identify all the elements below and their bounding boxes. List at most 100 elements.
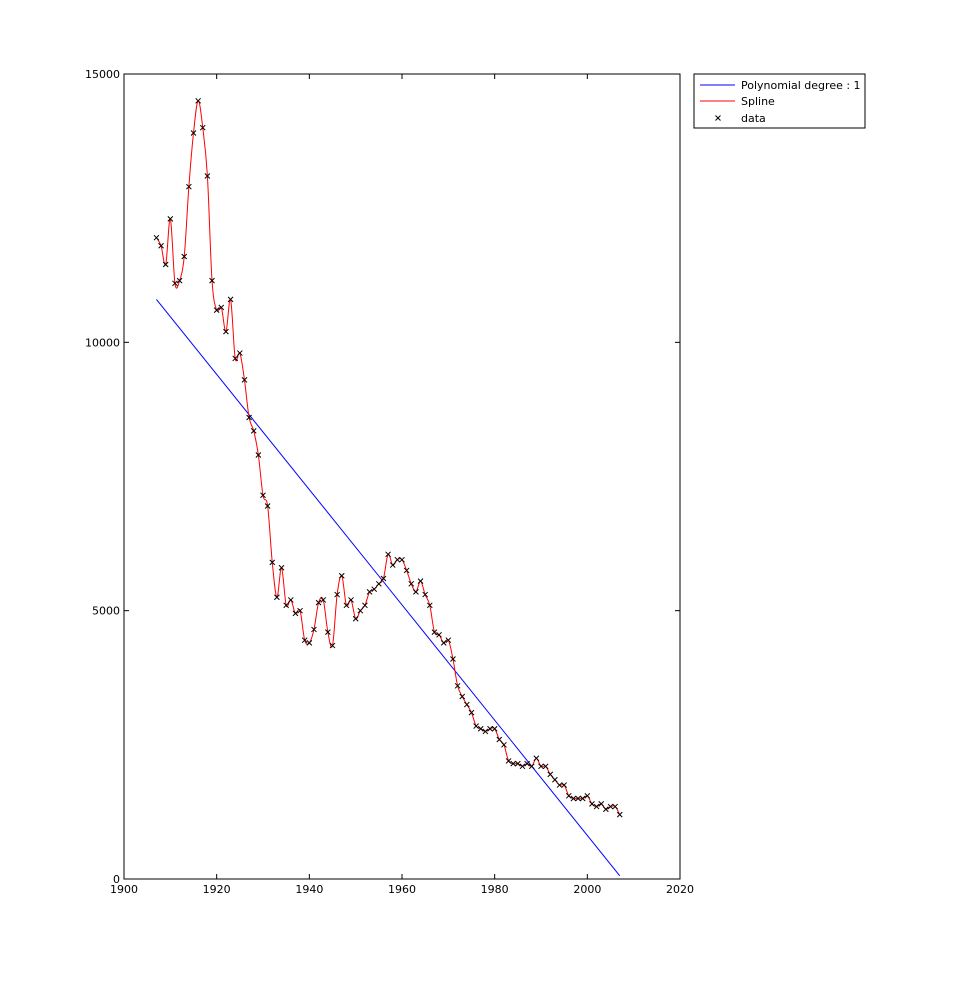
data-point [579, 795, 586, 802]
data-point [570, 795, 577, 802]
data-point [172, 280, 178, 287]
data-point [315, 599, 322, 606]
data-point [320, 597, 327, 603]
data-point [241, 377, 248, 383]
data-point [491, 725, 498, 732]
data-point [556, 782, 563, 788]
data-point [584, 792, 591, 799]
data-point [250, 428, 257, 434]
data-point [357, 607, 364, 614]
data-point [375, 580, 382, 587]
data-point [593, 803, 600, 810]
data-point [269, 559, 276, 566]
data-point [440, 640, 447, 646]
data-point [394, 556, 401, 563]
data-point [274, 594, 280, 601]
data-point [362, 602, 368, 609]
x-tick-label: 1900 [110, 883, 138, 896]
data-point [348, 597, 354, 603]
data-point [510, 760, 517, 767]
data-point [311, 626, 317, 633]
data-point [603, 806, 609, 813]
data-point [301, 637, 308, 644]
data-point [431, 629, 438, 635]
data-point [334, 591, 340, 598]
data-point [505, 758, 512, 764]
data-point [477, 725, 484, 732]
axis-tick-labels: 1900 1920 1940 1960 1980 2000 2020 0 5000 10000 15… [85, 68, 694, 896]
data-point [501, 741, 507, 748]
data-point [260, 492, 266, 499]
x-tick-label: 2020 [666, 883, 694, 896]
plot-frame [123, 73, 681, 880]
data-point [223, 328, 229, 335]
data-point [292, 610, 299, 617]
data-point [227, 296, 234, 303]
x-tick-label: 1920 [203, 883, 231, 896]
data-point [186, 183, 192, 190]
data-point [514, 760, 521, 767]
data-point [195, 97, 201, 104]
data-point [162, 261, 169, 268]
series-data-markers [153, 97, 623, 818]
data-point [413, 589, 419, 595]
data-point [232, 355, 239, 362]
data-point [204, 173, 211, 179]
data-point [167, 216, 174, 222]
y-tick-label: 15000 [85, 68, 120, 81]
axis-ticks [123, 73, 681, 880]
data-point [389, 562, 396, 568]
data-point [209, 277, 215, 284]
data-point [464, 701, 470, 708]
x-tick-label: 1980 [481, 883, 509, 896]
data-point [459, 693, 466, 700]
data-point [190, 130, 197, 136]
data-point [468, 709, 475, 716]
legend-label-data: data [741, 112, 766, 125]
data-point [450, 656, 456, 662]
data-point [176, 277, 183, 284]
data-point [329, 642, 336, 649]
legend-label-fit: Polynomial degree : 1 [741, 79, 861, 92]
data-point [607, 803, 614, 810]
data-point [306, 640, 313, 646]
series-polynomial-fit-line [156, 299, 621, 877]
data-point [565, 792, 572, 799]
data-point [181, 253, 188, 260]
data-point [278, 564, 285, 571]
data-point [612, 803, 618, 810]
legend: Polynomial degree : 1 Spline data [693, 73, 866, 129]
data-point [371, 586, 378, 593]
data-point [352, 615, 359, 622]
data-point [325, 629, 331, 635]
data-point [422, 591, 429, 598]
data-point [538, 763, 544, 770]
data-point [589, 801, 595, 807]
data-point [417, 578, 424, 585]
data-point [552, 776, 558, 783]
y-tick-label: 10000 [85, 336, 120, 349]
data-point [533, 755, 540, 762]
data-point [380, 575, 387, 582]
data-point [385, 551, 391, 558]
data-point [366, 589, 373, 595]
legend-data-marker [715, 115, 721, 121]
data-point [445, 637, 452, 644]
data-point [482, 728, 489, 735]
data-point [542, 763, 549, 770]
x-tick-label: 1960 [388, 883, 416, 896]
data-point [264, 503, 271, 509]
data-point [496, 736, 503, 743]
data-point [561, 782, 568, 788]
data-point [213, 307, 220, 313]
data-point [338, 572, 345, 579]
data-point [255, 452, 262, 458]
data-point [403, 567, 410, 574]
legend-data-swatch [715, 115, 721, 121]
data-point [297, 607, 303, 614]
x-tick-label: 1940 [295, 883, 323, 896]
data-point [528, 763, 535, 770]
data-point [487, 725, 493, 732]
data-point [408, 580, 415, 587]
